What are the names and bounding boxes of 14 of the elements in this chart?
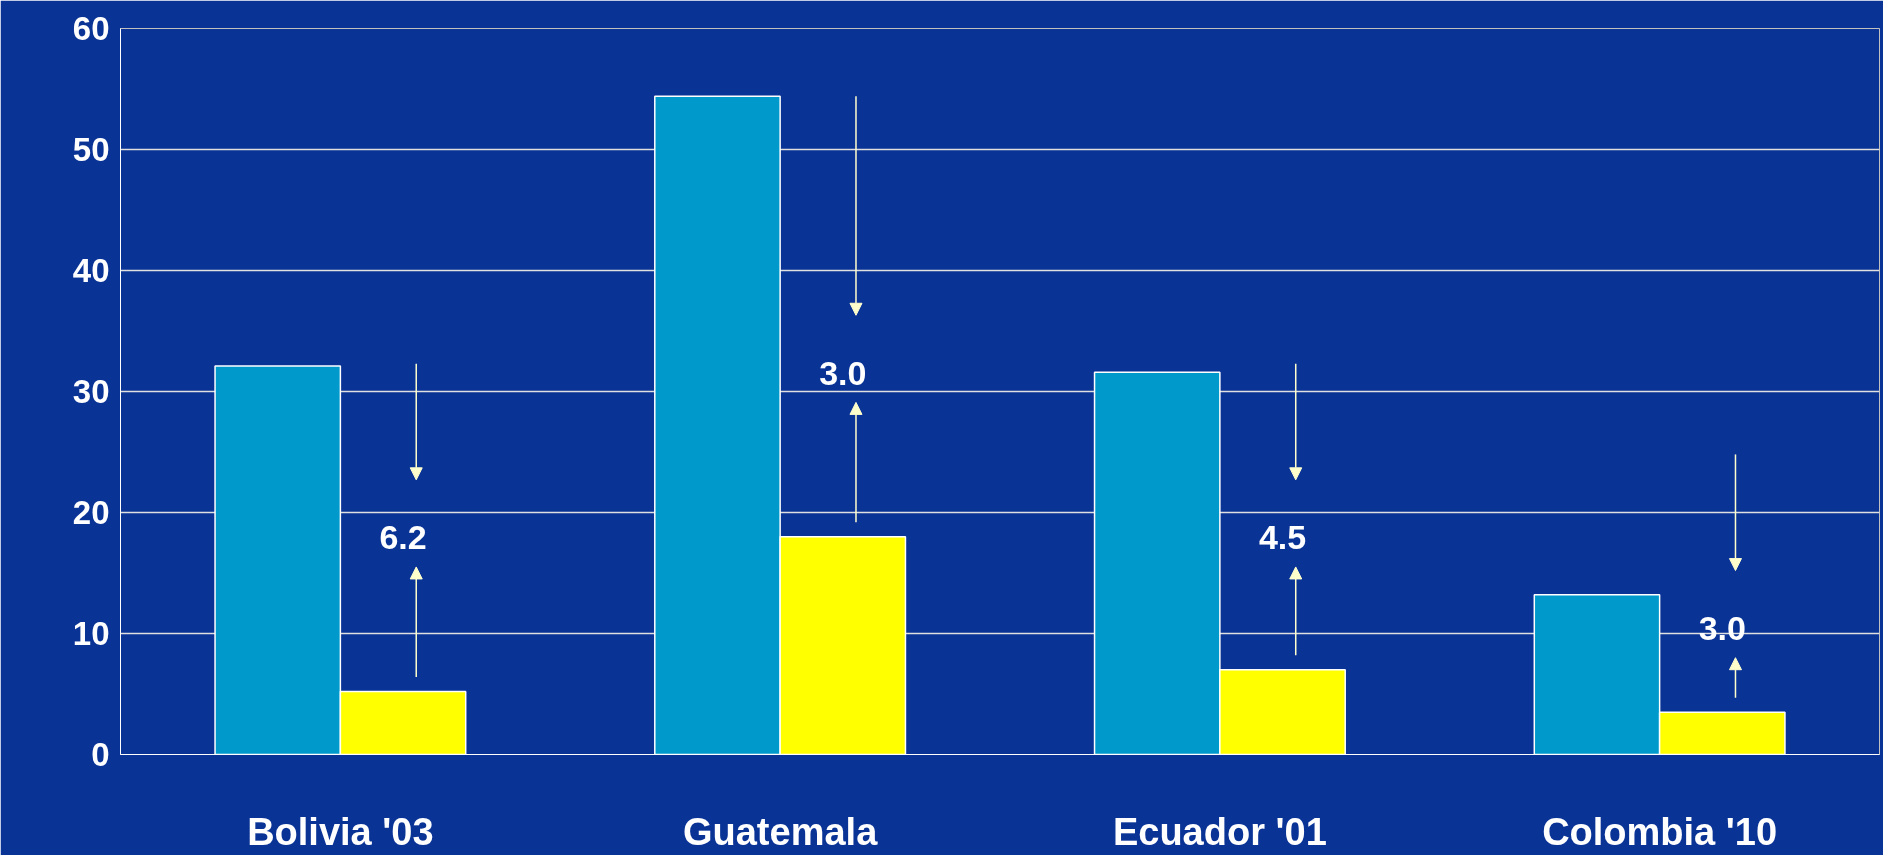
- y-tick-label: 40: [72, 252, 110, 289]
- y-tick-label: 50: [72, 131, 110, 168]
- annotation: 4.5: [1258, 518, 1307, 557]
- annotation: 6.2: [379, 518, 427, 557]
- y-tick-label: 30: [72, 373, 110, 410]
- annotation: 3.0: [819, 353, 867, 392]
- x-tick-label: Colombia '10: [1542, 810, 1778, 853]
- y-tick-label: 10: [72, 615, 110, 652]
- x-tick-label: Guatemala: [682, 810, 879, 853]
- y-tick-label: 60: [72, 10, 110, 47]
- y-tick-label: 0: [91, 736, 110, 773]
- x-tick-label: Bolivia '03: [247, 810, 434, 853]
- x-tick-label: Ecuador '01: [1112, 810, 1327, 853]
- y-tick-label: 20: [72, 494, 110, 531]
